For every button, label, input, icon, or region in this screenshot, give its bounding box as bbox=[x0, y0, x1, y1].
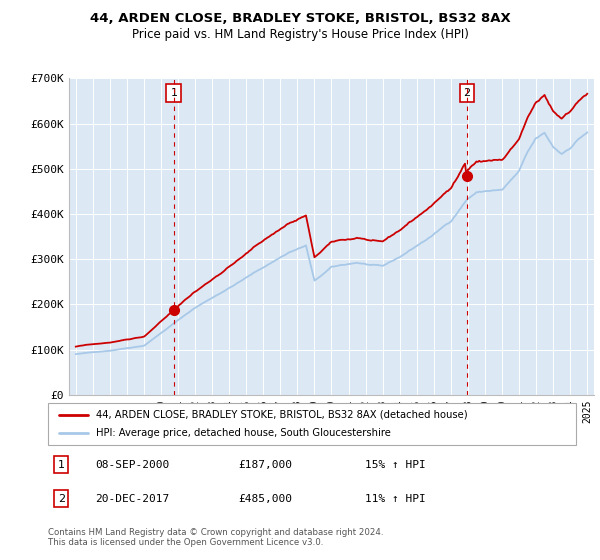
Text: 2: 2 bbox=[463, 88, 470, 98]
Text: 2: 2 bbox=[58, 494, 65, 503]
Text: Contains HM Land Registry data © Crown copyright and database right 2024.
This d: Contains HM Land Registry data © Crown c… bbox=[48, 528, 383, 547]
Text: £187,000: £187,000 bbox=[238, 460, 292, 470]
Text: 44, ARDEN CLOSE, BRADLEY STOKE, BRISTOL, BS32 8AX (detached house): 44, ARDEN CLOSE, BRADLEY STOKE, BRISTOL,… bbox=[95, 410, 467, 420]
Text: HPI: Average price, detached house, South Gloucestershire: HPI: Average price, detached house, Sout… bbox=[95, 428, 391, 438]
Text: 11% ↑ HPI: 11% ↑ HPI bbox=[365, 494, 425, 503]
Text: 1: 1 bbox=[58, 460, 65, 470]
Text: 20-DEC-2017: 20-DEC-2017 bbox=[95, 494, 170, 503]
Text: 1: 1 bbox=[170, 88, 178, 98]
Text: 15% ↑ HPI: 15% ↑ HPI bbox=[365, 460, 425, 470]
Text: 44, ARDEN CLOSE, BRADLEY STOKE, BRISTOL, BS32 8AX: 44, ARDEN CLOSE, BRADLEY STOKE, BRISTOL,… bbox=[89, 12, 511, 25]
Text: Price paid vs. HM Land Registry's House Price Index (HPI): Price paid vs. HM Land Registry's House … bbox=[131, 28, 469, 41]
Text: 08-SEP-2000: 08-SEP-2000 bbox=[95, 460, 170, 470]
Text: £485,000: £485,000 bbox=[238, 494, 292, 503]
